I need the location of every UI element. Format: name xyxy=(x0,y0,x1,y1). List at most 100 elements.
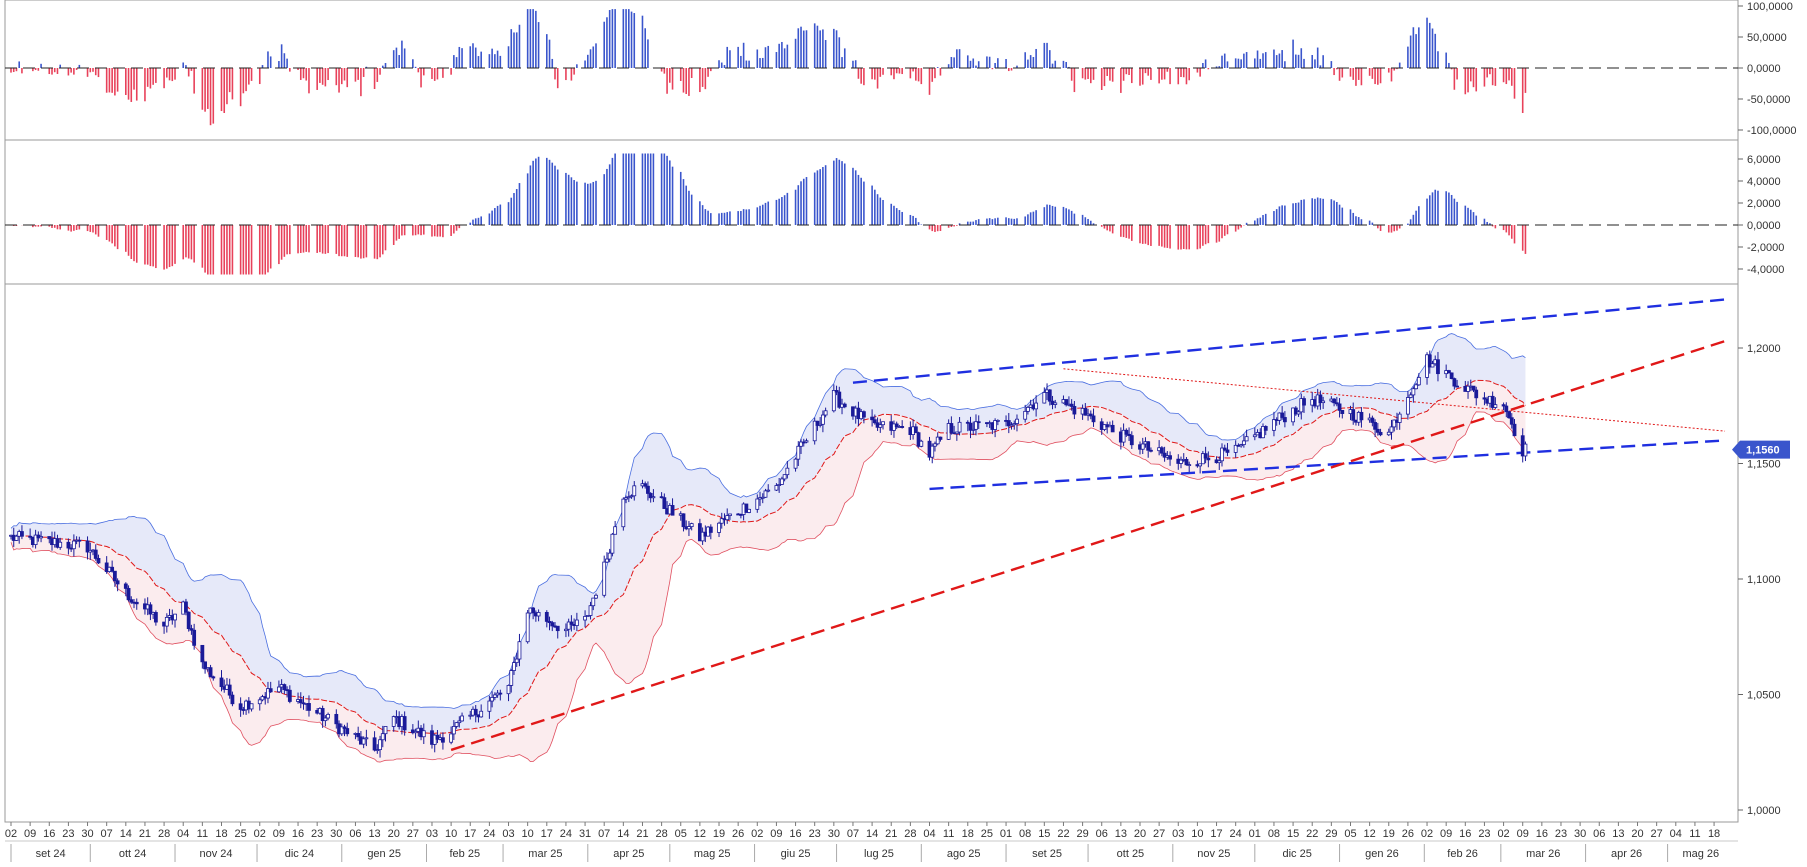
candle-body xyxy=(1261,426,1265,439)
candle-body xyxy=(1490,395,1495,408)
candle xyxy=(971,421,976,436)
candle-body xyxy=(894,423,899,428)
candle xyxy=(1124,428,1129,437)
candle xyxy=(1414,382,1418,390)
candle xyxy=(487,695,492,719)
candle-body xyxy=(621,498,626,528)
candle xyxy=(1064,399,1069,407)
candle-body xyxy=(1392,419,1397,428)
x-day-label: 23 xyxy=(311,828,323,840)
x-day-label: 29 xyxy=(1076,828,1088,840)
candle xyxy=(818,417,823,428)
candle-body xyxy=(112,570,117,582)
candle-body xyxy=(725,515,730,521)
candle-body xyxy=(1523,443,1528,457)
candle xyxy=(1373,419,1377,438)
x-day-label: 10 xyxy=(1191,828,1203,840)
candle-body xyxy=(1026,406,1030,412)
candle xyxy=(574,612,579,632)
candle-body xyxy=(564,628,568,632)
candle xyxy=(320,705,325,728)
candle-body xyxy=(509,670,514,686)
candle xyxy=(451,720,456,740)
candle xyxy=(1471,385,1476,393)
candle xyxy=(186,611,191,632)
candle-body xyxy=(123,583,128,589)
candle-body xyxy=(670,505,675,516)
candle-body xyxy=(451,726,456,735)
x-day-label: 27 xyxy=(1651,828,1663,840)
candle xyxy=(323,715,328,727)
x-day-label: 28 xyxy=(158,828,170,840)
candle-body xyxy=(1179,459,1183,464)
candle-body xyxy=(602,561,607,596)
candle xyxy=(1023,404,1028,423)
x-day-label: 13 xyxy=(1115,828,1127,840)
candle xyxy=(837,386,842,409)
candle xyxy=(391,715,396,732)
candle xyxy=(1053,399,1058,409)
candle-body xyxy=(460,715,464,722)
candle xyxy=(1389,419,1394,440)
x-day-label: 02 xyxy=(1421,828,1433,840)
candle xyxy=(1241,434,1246,448)
candle xyxy=(823,407,828,418)
candle xyxy=(1455,379,1460,388)
candle-body xyxy=(624,497,628,500)
upper-y-tick-label: -50,0000 xyxy=(1747,94,1790,106)
candle xyxy=(796,441,801,466)
candle-body xyxy=(799,441,803,447)
candle xyxy=(1168,451,1172,466)
candle xyxy=(900,420,905,429)
candle xyxy=(378,735,382,758)
x-day-label: 04 xyxy=(923,828,935,840)
candle-body xyxy=(1110,424,1115,433)
candle-body xyxy=(20,531,24,537)
candle xyxy=(148,602,153,621)
candle-body xyxy=(954,431,959,435)
candle-body xyxy=(900,426,905,428)
candle xyxy=(115,578,120,592)
candle-body xyxy=(33,534,38,545)
candle xyxy=(544,610,549,628)
candle-body xyxy=(916,432,921,447)
x-day-label: 16 xyxy=(43,828,55,840)
candle-body xyxy=(421,730,426,738)
x-day-label: 02 xyxy=(1497,828,1509,840)
candle xyxy=(1493,397,1498,409)
candle-body xyxy=(569,621,574,625)
candle-body xyxy=(651,496,656,499)
candle xyxy=(916,431,921,448)
candle xyxy=(935,432,940,446)
candle-body xyxy=(473,708,478,716)
candle-body xyxy=(249,703,254,710)
x-day-label: 06 xyxy=(1096,828,1108,840)
candle xyxy=(607,548,612,563)
candle xyxy=(468,710,473,720)
candle xyxy=(913,423,918,434)
candle-body xyxy=(115,580,120,585)
candle-body xyxy=(605,558,609,563)
x-day-label: 02 xyxy=(5,828,17,840)
candle xyxy=(564,623,568,638)
candle xyxy=(1012,420,1017,430)
candle xyxy=(1272,411,1276,437)
x-day-label: 22 xyxy=(1306,828,1318,840)
x-day-label: 14 xyxy=(617,828,629,840)
candle-body xyxy=(1397,413,1402,423)
candle xyxy=(1318,390,1323,410)
candle-body xyxy=(779,478,784,485)
candle xyxy=(933,441,937,452)
candle xyxy=(1334,396,1339,407)
candle-body xyxy=(449,733,454,743)
candle xyxy=(1405,390,1410,420)
candle-body xyxy=(872,419,877,424)
x-day-label: 15 xyxy=(1287,828,1299,840)
candle xyxy=(230,691,235,707)
candle xyxy=(566,618,571,637)
x-day-label: 09 xyxy=(1517,828,1529,840)
candle xyxy=(651,489,656,503)
candle-body xyxy=(1203,453,1208,459)
candle xyxy=(457,716,462,728)
